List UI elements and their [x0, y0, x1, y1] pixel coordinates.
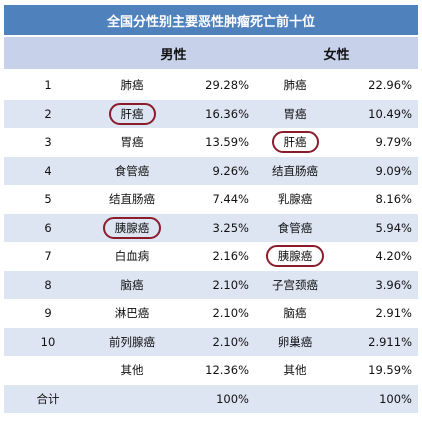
- female-cancer-name: 食管癌: [255, 213, 335, 242]
- female-cancer-name: 子宫颈癌: [255, 270, 335, 299]
- female-total: 100%: [335, 384, 418, 413]
- female-cancer-name: 结直肠癌: [255, 156, 335, 185]
- table-title: 全国分性别主要恶性肿瘤死亡前十位: [4, 5, 418, 35]
- highlight-circle: 胰腺癌: [102, 216, 162, 239]
- table-row-total: 合计 100% 100%: [4, 384, 418, 413]
- header-female: 女性: [323, 47, 350, 63]
- table-row: 8 脑癌 2.10% 子宫颈癌 3.96%: [4, 270, 418, 299]
- male-cancer-name: 前列腺癌: [92, 327, 172, 356]
- male-cancer-name: 白血病: [114, 249, 150, 264]
- female-cancer-name: [255, 384, 335, 413]
- female-percentage: 4.20%: [375, 249, 412, 264]
- table-row: 3 胃癌 13.59% 肝癌 9.79%: [4, 128, 418, 157]
- female-percentage: 2.911%: [335, 327, 418, 356]
- rank-cell: 4: [4, 156, 92, 185]
- table-row: 9 淋巴癌 2.10% 脑癌 2.91%: [4, 299, 418, 328]
- female-percentage: 19.59%: [368, 363, 412, 378]
- female-percentage: 9.09%: [335, 156, 418, 185]
- male-percentage: 12.36%: [205, 363, 249, 378]
- highlight-circle: 胰腺癌: [265, 245, 325, 268]
- male-cancer-name: 肺癌: [120, 78, 144, 93]
- female-cancer-name: 肺癌: [283, 78, 307, 93]
- rank-cell: [4, 356, 92, 385]
- rank-cell: 9: [44, 306, 52, 321]
- female-percentage: 10.49%: [335, 99, 418, 128]
- ranking-grid: 1 肺癌 29.28% 肺癌 22.96% 2 肝癌 16.36% 胃癌 10.…: [4, 71, 418, 413]
- total-label: 合计: [4, 384, 92, 413]
- male-percentage: 16.36%: [172, 99, 255, 128]
- male-percentage: 2.10%: [172, 327, 255, 356]
- table-row: 6 胰腺癌 3.25% 食管癌 5.94%: [4, 213, 418, 242]
- table-row: 其他 12.36% 其他 19.59%: [4, 356, 418, 385]
- male-percentage: 29.28%: [205, 78, 249, 93]
- female-cancer-name: 其他: [283, 363, 307, 378]
- male-cancer-name: 胰腺癌: [92, 213, 172, 242]
- male-total: 100%: [172, 384, 255, 413]
- female-percentage: 8.16%: [375, 192, 412, 207]
- rank-cell: 2: [4, 99, 92, 128]
- female-cancer-name: 乳腺癌: [277, 192, 313, 207]
- male-cancer-name: 胃癌: [120, 135, 144, 150]
- male-percentage: 2.16%: [212, 249, 249, 264]
- rank-cell: 7: [44, 249, 52, 264]
- female-percentage: 22.96%: [368, 78, 412, 93]
- male-cancer-name: 其他: [120, 363, 144, 378]
- female-percentage: 2.91%: [375, 306, 412, 321]
- male-percentage: 9.26%: [172, 156, 255, 185]
- table-row: 10 前列腺癌 2.10% 卵巢癌 2.911%: [4, 327, 418, 356]
- table-row: 2 肝癌 16.36% 胃癌 10.49%: [4, 99, 418, 128]
- female-percentage: 9.79%: [375, 135, 412, 150]
- table-row: 5 结直肠癌 7.44% 乳腺癌 8.16%: [4, 185, 418, 214]
- male-percentage: 2.10%: [212, 306, 249, 321]
- female-cancer-name: 卵巢癌: [255, 327, 335, 356]
- male-cancer-name: 结直肠癌: [109, 192, 155, 207]
- female-cancer-name: 脑癌: [283, 306, 307, 321]
- female-cancer-name: 肝癌: [255, 128, 335, 157]
- table-row: 4 食管癌 9.26% 结直肠癌 9.09%: [4, 156, 418, 185]
- male-cancer-name: 肝癌: [92, 99, 172, 128]
- female-percentage: 5.94%: [335, 213, 418, 242]
- rank-cell: 5: [44, 192, 52, 207]
- rank-cell: 10: [4, 327, 92, 356]
- male-percentage: 7.44%: [212, 192, 249, 207]
- rank-cell: 1: [44, 78, 52, 93]
- male-cancer-name: [92, 384, 172, 413]
- male-cancer-name: 食管癌: [92, 156, 172, 185]
- female-percentage: 3.96%: [335, 270, 418, 299]
- male-percentage: 2.10%: [172, 270, 255, 299]
- highlight-circle: 肝癌: [108, 102, 156, 125]
- rank-cell: 3: [44, 135, 52, 150]
- male-percentage: 3.25%: [172, 213, 255, 242]
- highlight-circle: 肝癌: [271, 131, 319, 154]
- rank-cell: 8: [4, 270, 92, 299]
- female-cancer-name: 胰腺癌: [255, 242, 335, 271]
- male-percentage: 13.59%: [205, 135, 249, 150]
- male-cancer-name: 淋巴癌: [114, 306, 150, 321]
- gender-header: 男性 女性: [4, 37, 418, 69]
- female-cancer-name: 胃癌: [255, 99, 335, 128]
- table-row: 1 肺癌 29.28% 肺癌 22.96%: [4, 71, 418, 100]
- header-male: 男性: [160, 47, 187, 63]
- rank-cell: 6: [4, 213, 92, 242]
- table-row: 7 白血病 2.16% 胰腺癌 4.20%: [4, 242, 418, 271]
- male-cancer-name: 脑癌: [92, 270, 172, 299]
